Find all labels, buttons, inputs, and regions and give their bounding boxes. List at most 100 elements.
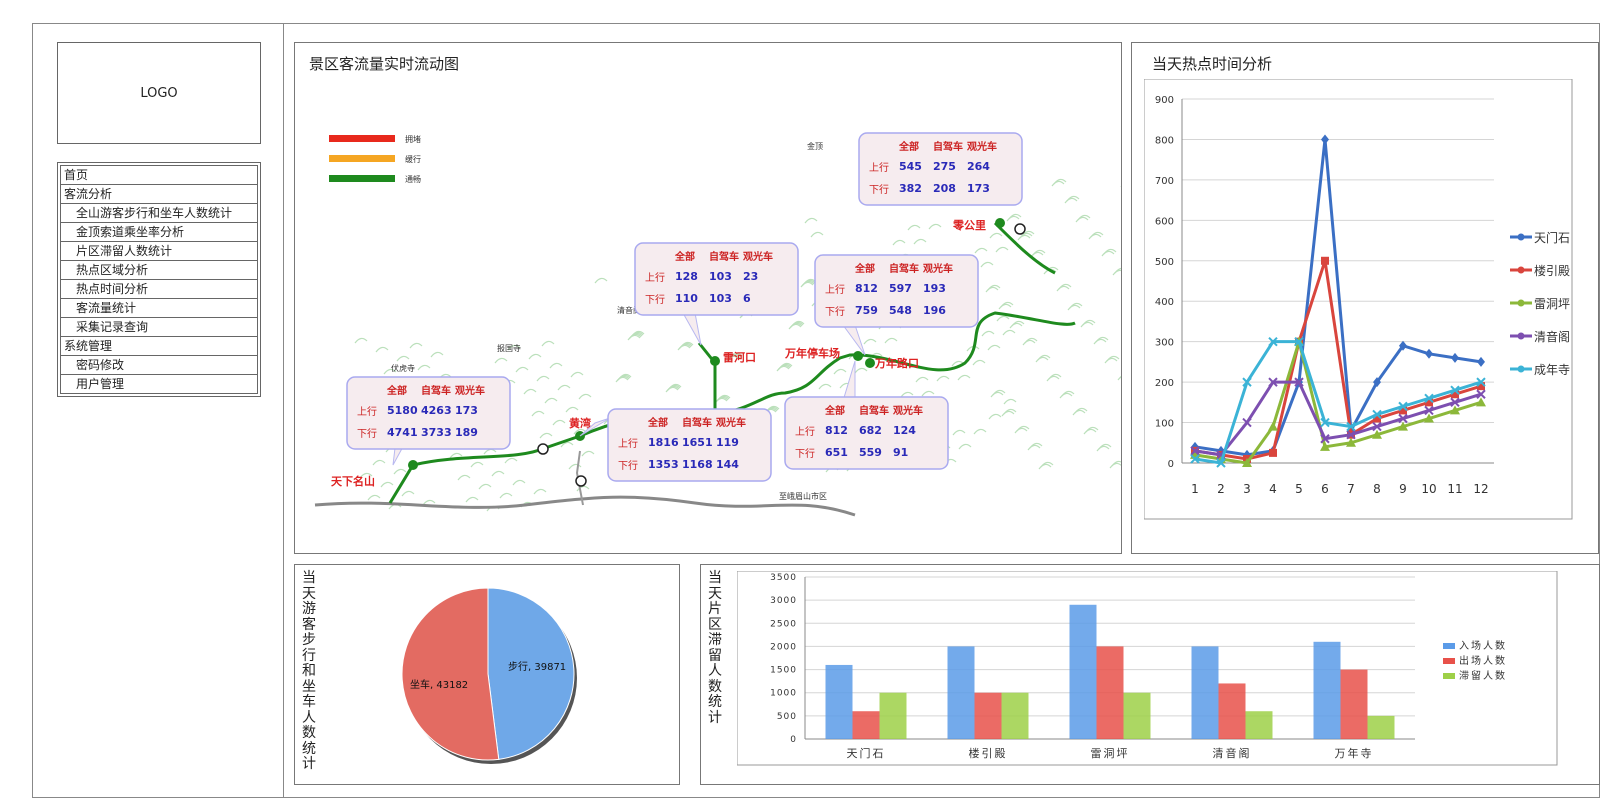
menu-item[interactable]: 热点时间分析	[60, 279, 258, 299]
series-point	[1268, 421, 1278, 431]
up-value: 682	[859, 424, 882, 437]
row-up-label: 上行	[795, 425, 815, 438]
x-tick-label: 6	[1321, 482, 1329, 496]
flow-box-frame	[607, 408, 772, 482]
series-point	[1424, 393, 1434, 403]
col-header: 观光车	[893, 404, 923, 417]
down-value: 110	[675, 292, 698, 305]
series-line	[1194, 336, 1482, 465]
marker-icon	[575, 475, 587, 487]
down-value: 1168	[682, 458, 713, 471]
down-value: 6	[743, 292, 751, 305]
series-point	[1216, 458, 1226, 468]
menu-item[interactable]: 用户管理	[60, 374, 258, 394]
y-tick-label: 600	[1155, 216, 1174, 227]
series-point	[1321, 134, 1329, 145]
down-value: 103	[709, 292, 732, 305]
menu-item[interactable]: 全山游客步行和坐车人数统计	[60, 203, 258, 223]
place-label: 零公里	[952, 219, 986, 232]
series-point	[1268, 336, 1278, 347]
menu-item[interactable]: 采集记录查询	[60, 317, 258, 337]
down-value: 144	[716, 458, 739, 471]
series-point	[1424, 413, 1434, 423]
x-tick-label: 10	[1421, 482, 1436, 496]
legend-label: 清音阁	[1534, 329, 1570, 344]
hot-time-panel-title: 当天热点时间分析	[1152, 55, 1273, 73]
up-value: 173	[455, 404, 478, 417]
col-header: 自驾车	[682, 416, 712, 429]
menu-item[interactable]: 片区滞留人数统计	[60, 241, 258, 261]
series-point	[1372, 409, 1382, 420]
legend-label: 通畅	[405, 174, 421, 184]
down-value: 173	[967, 182, 990, 195]
pie-data-label: 坐车, 43182	[410, 678, 468, 691]
y-tick-label: 300	[1155, 338, 1174, 349]
menu-item[interactable]: 热点区域分析	[60, 260, 258, 280]
sidebar	[32, 23, 284, 798]
x-tick-label: 2	[1217, 482, 1225, 496]
col-header: 观光车	[923, 262, 953, 275]
row-up-label: 上行	[357, 405, 377, 418]
menu-item[interactable]: 客流量统计	[60, 298, 258, 318]
y-tick-label: 1500	[770, 666, 797, 676]
col-header: 全部	[824, 404, 845, 417]
menu-item[interactable]: 客流分析	[60, 184, 258, 204]
col-header: 自驾车	[709, 250, 739, 263]
up-value: 124	[893, 424, 916, 437]
menu-item[interactable]: 系统管理	[60, 336, 258, 356]
x-tick-label: 万年寺	[1335, 746, 1374, 760]
y-tick-label: 200	[1155, 378, 1174, 389]
menu-item[interactable]: 金顶索道乘坐率分析	[60, 222, 258, 242]
col-header: 观光车	[716, 416, 746, 429]
up-value: 119	[716, 436, 739, 449]
hot-time-panel: 当天热点时间分析 0 100 200 300 400 500 600 700 800 900 1 2 3…	[1131, 42, 1599, 554]
page-frame	[32, 23, 1600, 798]
bar	[947, 646, 975, 739]
route-node	[408, 460, 418, 470]
place-label: 雷河口	[723, 350, 756, 364]
series-point	[1399, 406, 1407, 415]
row-up-label: 上行	[645, 271, 665, 284]
series-point	[1346, 437, 1356, 447]
legend-label: 缓行	[405, 154, 421, 164]
series-line	[1194, 340, 1482, 465]
menu-item[interactable]: 密码修改	[60, 355, 258, 375]
series-point	[1294, 336, 1304, 347]
menu-item[interactable]: 首页	[60, 165, 258, 185]
y-tick-label: 3500	[770, 573, 797, 583]
up-value: 103	[709, 270, 732, 283]
legend-swatch	[329, 135, 395, 142]
bar-panel-title: 当天片区滞留人数统计	[708, 570, 722, 726]
legend-swatch	[329, 175, 395, 182]
up-value: 812	[855, 282, 878, 295]
bar	[1340, 669, 1368, 739]
legend-label: 滞留人数	[1459, 669, 1507, 682]
bar	[1123, 692, 1151, 739]
series-point	[1321, 256, 1329, 265]
flow-box-frame	[784, 396, 949, 470]
series-point	[1477, 356, 1485, 367]
y-tick-label: 3000	[770, 596, 797, 606]
x-tick-label: 4	[1269, 482, 1277, 496]
up-value: 4263	[421, 404, 452, 417]
down-value: 1353	[648, 458, 679, 471]
route-branch	[697, 342, 717, 415]
series-line	[1194, 260, 1482, 461]
up-value: 128	[675, 270, 698, 283]
bar	[1191, 646, 1219, 739]
flow-box-frame	[858, 132, 1023, 206]
legend-marker	[1517, 299, 1525, 307]
bar	[1313, 641, 1341, 739]
map-panel-title: 景区客流量实时流动图	[309, 55, 460, 73]
series-point	[1450, 385, 1460, 395]
bar	[1245, 711, 1273, 739]
series-point	[1476, 397, 1486, 407]
y-tick-label: 900	[1155, 95, 1174, 106]
line-chart-frame	[1144, 79, 1573, 520]
y-tick-label: 0	[790, 735, 797, 745]
legend-marker	[1517, 332, 1525, 340]
col-header: 观光车	[455, 384, 485, 397]
col-header: 自驾车	[889, 262, 919, 275]
